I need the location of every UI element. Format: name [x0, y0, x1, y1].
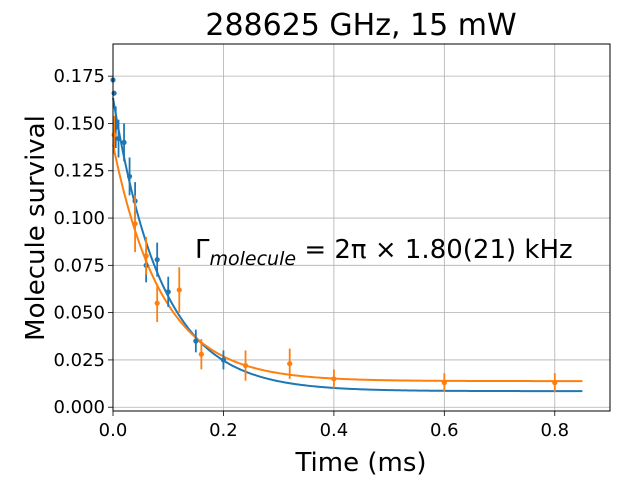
- data-point-series-2: [132, 221, 138, 227]
- data-point-series-1: [220, 357, 227, 363]
- x-tick-label: 0.0: [99, 420, 128, 441]
- data-point-series-2: [287, 361, 293, 367]
- data-point-series-1: [193, 338, 199, 344]
- annotation-gamma: Γ: [195, 235, 210, 265]
- fit-curve-series-2: [112, 144, 583, 383]
- fit-curve-series-1: [112, 97, 583, 393]
- data-point-series-1: [115, 135, 122, 142]
- x-tick-label: 0.2: [209, 420, 238, 441]
- data-point-series-2: [143, 253, 149, 259]
- x-tick-label: 0.8: [540, 420, 569, 441]
- data-point-series-1: [121, 139, 127, 145]
- grid: [112, 44, 610, 411]
- chart-title: 288625 GHz, 15 mW: [205, 8, 516, 43]
- data-point-series-2: [242, 362, 249, 369]
- plot-frame: [112, 43, 611, 412]
- x-tick-label: 0.4: [320, 420, 349, 441]
- data-point-series-2: [176, 287, 182, 293]
- y-tick-label: 0.025: [53, 350, 105, 371]
- data-point-series-1: [165, 289, 171, 295]
- y-tick-label: 0.125: [53, 161, 105, 182]
- data-point-series-2: [441, 380, 447, 386]
- data-point-series-2: [331, 376, 337, 382]
- axis-ticks: 0.0 0.2 0.4 0.6 0.8 0.000 0.025 0.050 0.075 0.100…: [53, 66, 569, 441]
- y-tick-label: 0.175: [53, 66, 105, 87]
- fit-curves: [112, 97, 583, 393]
- annotation-expression: = 2π × 1.80(21) kHz: [296, 235, 573, 265]
- y-tick-label: 0.050: [53, 303, 105, 324]
- data-points: [110, 77, 558, 393]
- data-point-series-2: [198, 351, 204, 357]
- y-tick-label: 0.075: [53, 255, 105, 276]
- data-point-series-2: [552, 380, 558, 386]
- y-tick-label: 0.000: [53, 397, 105, 418]
- annotation-subscript: molecule: [210, 248, 297, 270]
- y-axis-label: Molecule survival: [21, 115, 51, 341]
- data-point-series-1: [111, 90, 117, 96]
- data-point-series-1: [126, 173, 133, 180]
- x-tick-label: 0.6: [430, 420, 459, 441]
- y-tick-label: 0.150: [53, 113, 105, 134]
- rate-annotation: Γmolecule = 2π × 1.80(21) kHz: [195, 235, 573, 270]
- data-point-series-2: [154, 300, 160, 306]
- data-point-series-2: [111, 132, 117, 138]
- y-tick-label: 0.100: [53, 208, 105, 229]
- data-point-series-1: [154, 257, 160, 263]
- x-axis-label: Time (ms): [294, 448, 426, 478]
